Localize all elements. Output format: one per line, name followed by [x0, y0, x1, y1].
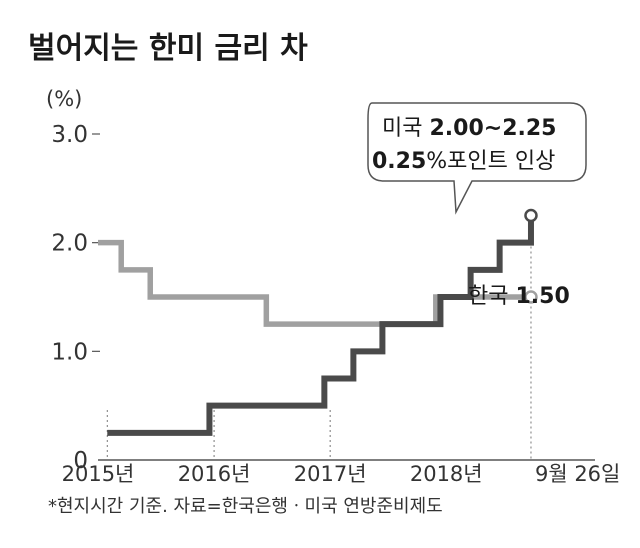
- date-tick-label: 9월 26일: [535, 462, 620, 486]
- y-tick-label: 0: [73, 448, 88, 474]
- us-callout-line2: 0.25%포인트 인상: [372, 149, 555, 174]
- x-tick-label: 2016년: [178, 462, 251, 486]
- y-tick-label: 3.0: [51, 122, 88, 148]
- series-end-point-kr: [524, 290, 538, 304]
- callout-bubble: [367, 102, 587, 215]
- kr-label-name: 한국: [468, 284, 515, 309]
- us-callout-line1: 미국 2.00~2.25: [382, 116, 556, 141]
- kr-label: 한국 1.50: [468, 284, 570, 309]
- series-line-kr: [98, 239, 531, 327]
- kr-label-rate: 1.50: [515, 284, 569, 309]
- footnote: *현지시간 기준. 자료=한국은행ㆍ미국 연방준비제도: [48, 496, 443, 517]
- series-line-us: [107, 215, 534, 436]
- us-callout: 미국 2.00~2.25 0.25%포인트 인상: [367, 102, 587, 215]
- y-axis: 0 1.0 2.0 3.0: [51, 122, 100, 474]
- x-tick-label: 2018년: [410, 462, 483, 486]
- y-tick-label: 1.0: [51, 339, 88, 365]
- y-tick-label: 2.0: [51, 231, 88, 257]
- us-callout-label: 미국: [382, 116, 429, 141]
- us-callout-rate: 2.00~2.25: [429, 116, 556, 141]
- x-tick-label: 2017년: [294, 462, 367, 486]
- x-tick-label: 2015년: [62, 462, 135, 486]
- series-end-point-us: [524, 208, 538, 223]
- series-lines: [98, 208, 538, 436]
- x-axis: 2015년 2016년 2017년 2018년 9월 26일: [62, 459, 620, 486]
- us-callout-hike-unit: %포인트 인상: [426, 149, 555, 174]
- us-callout-hike: 0.25: [372, 149, 426, 174]
- chart-title: 벌어지는 한미 금리 차: [28, 31, 308, 66]
- date-guides: [106, 221, 537, 460]
- y-axis-unit: (%): [46, 87, 82, 111]
